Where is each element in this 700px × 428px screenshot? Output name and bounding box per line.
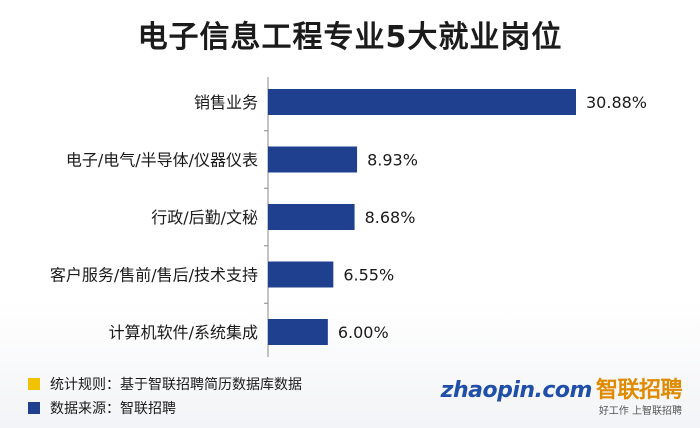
chart-title: 电子信息工程专业5大就业岗位 <box>137 20 563 55</box>
legend: 统计规则：基于智联招聘简历数据库数据 数据来源：智联招聘 <box>28 372 302 420</box>
category-label: 销售业务 <box>194 93 258 112</box>
logo-brand: zhaopin.com 智联招聘 <box>440 372 683 404</box>
legend-item: 数据来源：智联招聘 <box>28 396 302 420</box>
category-label: 行政/后勤/文秘 <box>151 208 258 227</box>
legend-label: 统计规则：基于智联招聘简历数据库数据 <box>50 377 302 393</box>
category-label: 电子/电气/半导体/仪器仪表 <box>66 151 258 170</box>
legend-swatch <box>28 402 40 414</box>
bar <box>268 89 576 115</box>
value-label: 8.68% <box>365 208 416 227</box>
legend-swatch <box>28 378 40 390</box>
bar <box>268 261 334 288</box>
legend-label: 数据来源：智联招聘 <box>50 401 176 417</box>
category-label: 计算机软件/系统集成 <box>109 323 258 342</box>
category-label: 客户服务/售前/售后/技术支持 <box>50 266 258 285</box>
legend-item: 统计规则：基于智联招聘简历数据库数据 <box>28 372 302 396</box>
bar <box>268 204 355 230</box>
logo-brand-cn: 智联招聘 <box>595 378 683 403</box>
zhaopin-logo: zhaopin.com 智联招聘 好工作 上智联招聘 <box>440 372 683 417</box>
value-label: 8.93% <box>367 151 418 170</box>
logo-slogan: 好工作 上智联招聘 <box>598 406 682 417</box>
value-label: 30.88% <box>586 93 647 112</box>
value-label: 6.55% <box>343 266 394 285</box>
bar <box>268 146 358 173</box>
bar <box>268 319 328 345</box>
value-label: 6.00% <box>338 323 389 342</box>
bars: 销售业务 30.88% 电子/电气/半导体/仪器仪表 8.93% 行政/后勤/文秘 8.6… <box>50 89 647 345</box>
logo-brand-en: zhaopin.com <box>440 378 593 403</box>
